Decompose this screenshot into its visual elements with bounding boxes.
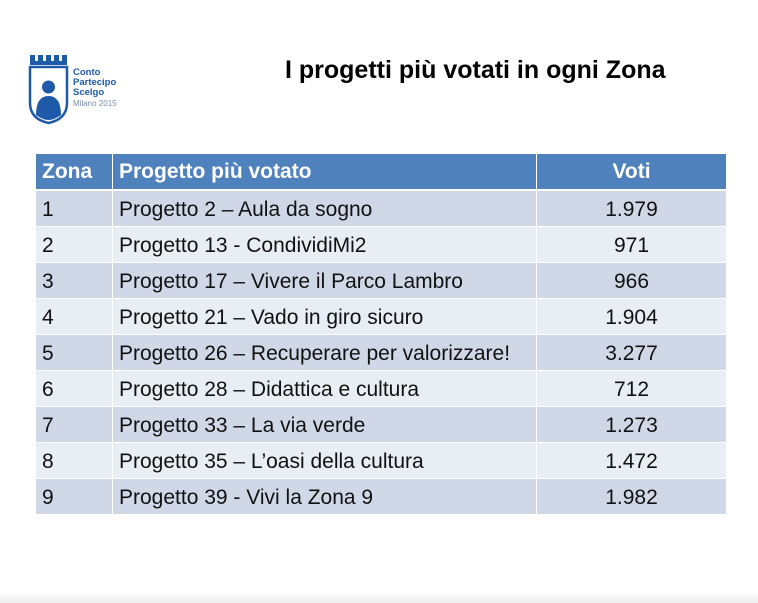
cell-zona: 4 bbox=[36, 298, 113, 335]
logo-line-scelgo: Scelgo bbox=[73, 87, 105, 98]
cell-zona: 1 bbox=[36, 190, 113, 227]
cell-voti: 1.982 bbox=[536, 478, 726, 515]
table-row: 6 Progetto 28 – Didattica e cultura 712 bbox=[36, 370, 726, 407]
page-title: I progetti più votati in ogni Zona bbox=[285, 56, 666, 84]
cell-progetto: Progetto 21 – Vado in giro sicuro bbox=[112, 298, 537, 335]
results-table: Zona Progetto più votato Voti 1 Progetto… bbox=[36, 154, 726, 515]
logo-line-conto: Conto bbox=[73, 67, 101, 78]
table-row: 5 Progetto 26 – Recuperare per valorizza… bbox=[36, 334, 726, 371]
cell-progetto: Progetto 17 – Vivere il Parco Lambro bbox=[112, 262, 537, 299]
cell-voti: 1.904 bbox=[536, 298, 726, 335]
cell-voti: 1.273 bbox=[536, 406, 726, 443]
cell-zona: 7 bbox=[36, 406, 113, 443]
cell-voti: 971 bbox=[536, 226, 726, 263]
cell-progetto: Progetto 35 – L’oasi della cultura bbox=[112, 442, 537, 479]
table-row: 4 Progetto 21 – Vado in giro sicuro 1.90… bbox=[36, 298, 726, 335]
column-header-voti: Voti bbox=[536, 154, 726, 191]
cell-voti: 3.277 bbox=[536, 334, 726, 371]
table-row: 3 Progetto 17 – Vivere il Parco Lambro 9… bbox=[36, 262, 726, 299]
cell-zona: 3 bbox=[36, 262, 113, 299]
table-header: Zona Progetto più votato Voti bbox=[36, 154, 726, 191]
cell-zona: 2 bbox=[36, 226, 113, 263]
table-row: 2 Progetto 13 - CondividiMi2 971 bbox=[36, 226, 726, 263]
column-header-zona: Zona bbox=[36, 154, 113, 191]
table-row: 8 Progetto 35 – L’oasi della cultura 1.4… bbox=[36, 442, 726, 479]
cell-zona: 9 bbox=[36, 478, 113, 515]
cell-progetto: Progetto 39 - Vivi la Zona 9 bbox=[112, 478, 537, 515]
tower-person-shield-icon bbox=[28, 55, 69, 125]
cell-zona: 8 bbox=[36, 442, 113, 479]
footer-band bbox=[0, 593, 758, 603]
cell-progetto: Progetto 33 – La via verde bbox=[112, 406, 537, 443]
table-row: 1 Progetto 2 – Aula da sogno 1.979 bbox=[36, 190, 726, 227]
cell-voti: 1.979 bbox=[536, 190, 726, 227]
table-row: 9 Progetto 39 - Vivi la Zona 9 1.982 bbox=[36, 478, 726, 515]
cell-zona: 5 bbox=[36, 334, 113, 371]
cell-progetto: Progetto 13 - CondividiMi2 bbox=[112, 226, 537, 263]
header-row: Zona Progetto più votato Voti bbox=[36, 154, 726, 191]
cell-progetto: Progetto 28 – Didattica e cultura bbox=[112, 370, 537, 407]
cell-zona: 6 bbox=[36, 370, 113, 407]
logo: Conto Partecipo Scelgo Milano 2015 bbox=[26, 53, 136, 125]
cell-progetto: Progetto 26 – Recuperare per valorizzare… bbox=[112, 334, 537, 371]
logo-subtitle: Milano 2015 bbox=[73, 99, 117, 108]
cell-voti: 966 bbox=[536, 262, 726, 299]
cell-voti: 712 bbox=[536, 370, 726, 407]
table-body: 1 Progetto 2 – Aula da sogno 1.979 2 Pro… bbox=[36, 190, 726, 515]
logo-line-partecipo: Partecipo bbox=[73, 77, 117, 88]
logo-text: Conto Partecipo Scelgo bbox=[73, 68, 116, 98]
column-header-progetto: Progetto più votato bbox=[112, 154, 537, 191]
cell-progetto: Progetto 2 – Aula da sogno bbox=[112, 190, 537, 227]
cell-voti: 1.472 bbox=[536, 442, 726, 479]
table-row: 7 Progetto 33 – La via verde 1.273 bbox=[36, 406, 726, 443]
